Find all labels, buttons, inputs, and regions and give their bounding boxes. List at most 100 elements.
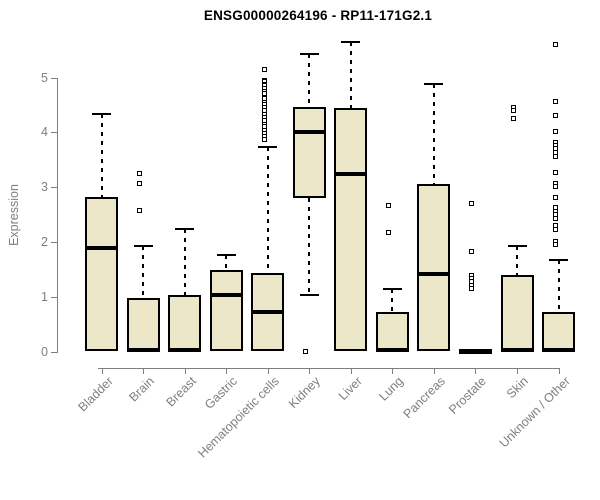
x-axis-tick: [267, 368, 269, 374]
y-axis-tick-label: 3: [41, 180, 48, 195]
x-axis-tick: [309, 368, 311, 374]
outlier-unknown-other: [552, 183, 558, 189]
upper-whisker-kidney: [308, 53, 311, 107]
box-gastric: [209, 269, 243, 352]
y-axis-tick: [51, 187, 57, 189]
upper-whisker-cap-pancreas: [424, 83, 444, 86]
outlier-lung: [386, 202, 392, 208]
x-axis-tick: [433, 368, 435, 374]
y-axis-tick: [51, 297, 57, 299]
upper-whisker-breast: [183, 228, 186, 295]
box-bladder: [85, 197, 118, 352]
upper-whisker-skin: [516, 246, 518, 276]
median-liver: [334, 171, 368, 176]
box-pancreas: [417, 184, 451, 352]
x-axis-tick: [184, 368, 186, 374]
box-unknown-other: [542, 312, 576, 352]
box-breast: [168, 294, 202, 352]
upper-whisker-cap-lung: [382, 288, 402, 291]
median-lung: [375, 348, 409, 353]
box-brain: [126, 298, 160, 352]
chart-title: ENSG00000264196 - RP11-171G2.1: [203, 8, 433, 23]
x-axis-line: [98, 368, 560, 369]
y-axis-tick-label: 5: [41, 70, 48, 85]
outlier-unknown-other: [552, 128, 558, 134]
median-breast: [168, 348, 202, 353]
lower-whisker-cap-kidney: [299, 293, 319, 296]
outlier-prostate: [469, 201, 475, 207]
outlier-hematopoietic-cells: [261, 66, 267, 72]
upper-whisker-cap-brain: [133, 245, 153, 248]
x-axis-tick: [475, 368, 477, 374]
x-axis-tick: [143, 368, 145, 374]
outlier-unknown-other: [552, 215, 558, 221]
outlier-skin: [511, 107, 516, 113]
y-axis-tick-label: 1: [41, 290, 48, 305]
box-liver: [334, 107, 368, 352]
x-axis-tick: [101, 368, 103, 374]
outlier-unknown-other: [552, 170, 558, 176]
upper-whisker-brain: [142, 246, 145, 299]
y-axis-tick: [51, 242, 57, 244]
y-axis-tick-label: 2: [41, 235, 48, 250]
median-bladder: [85, 245, 118, 250]
median-brain: [126, 348, 160, 353]
median-prostate: [458, 349, 492, 354]
outlier-unknown-other: [552, 154, 558, 160]
upper-whisker-unknown-other: [557, 259, 560, 313]
upper-whisker-cap-unknown-other: [549, 258, 569, 261]
outlier-unknown-other: [552, 242, 558, 248]
x-axis-tick: [226, 368, 228, 374]
outlier-skin: [511, 116, 516, 122]
median-unknown-other: [542, 348, 576, 353]
outlier-unknown-other: [552, 194, 558, 200]
outlier-hematopoietic-cells: [261, 137, 267, 143]
outlier-prostate: [469, 286, 475, 292]
outlier-unknown-other: [552, 42, 558, 48]
outlier-brain: [137, 171, 143, 177]
upper-whisker-hematopoietic-cells: [266, 147, 269, 273]
median-pancreas: [417, 272, 451, 277]
outlier-lung: [386, 229, 392, 235]
y-axis-tick: [51, 352, 57, 354]
y-axis-title: Expression: [7, 184, 21, 246]
upper-whisker-cap-liver: [341, 40, 361, 43]
upper-whisker-pancreas: [432, 84, 435, 185]
median-skin: [500, 348, 534, 353]
upper-whisker-bladder: [100, 114, 103, 198]
outlier-kidney: [303, 348, 309, 354]
outlier-brain: [137, 208, 143, 213]
outlier-unknown-other: [552, 113, 558, 119]
median-hematopoietic-cells: [251, 309, 285, 314]
x-axis-tick: [558, 368, 560, 374]
upper-whisker-liver: [349, 41, 352, 108]
outlier-unknown-other: [552, 99, 558, 105]
y-axis-line: [57, 77, 58, 354]
x-axis-tick-label: Unknown / Other: [496, 374, 573, 451]
upper-whisker-cap-gastric: [216, 254, 236, 257]
box-skin: [500, 275, 534, 352]
median-gastric: [209, 293, 243, 298]
box-kidney: [292, 106, 326, 199]
outlier-brain: [137, 180, 143, 186]
outlier-unknown-other: [552, 226, 558, 232]
x-axis-tick: [517, 368, 518, 374]
y-axis-tick-label: 0: [41, 345, 48, 360]
box-lung: [375, 312, 409, 352]
upper-whisker-cap-breast: [175, 227, 195, 230]
y-axis-tick: [51, 132, 57, 134]
upper-whisker-cap-hematopoietic-cells: [258, 146, 278, 149]
x-axis-tick: [350, 368, 352, 374]
upper-whisker-lung: [391, 289, 394, 313]
y-axis-tick: [51, 77, 57, 79]
outlier-prostate: [469, 248, 475, 254]
upper-whisker-gastric: [225, 255, 228, 270]
y-axis-tick-label: 4: [41, 125, 48, 140]
upper-whisker-cap-kidney: [299, 52, 319, 55]
x-axis-tick: [392, 368, 394, 374]
upper-whisker-cap-skin: [507, 245, 527, 248]
upper-whisker-cap-bladder: [92, 113, 111, 116]
lower-whisker-kidney: [308, 198, 311, 295]
median-kidney: [292, 130, 326, 135]
